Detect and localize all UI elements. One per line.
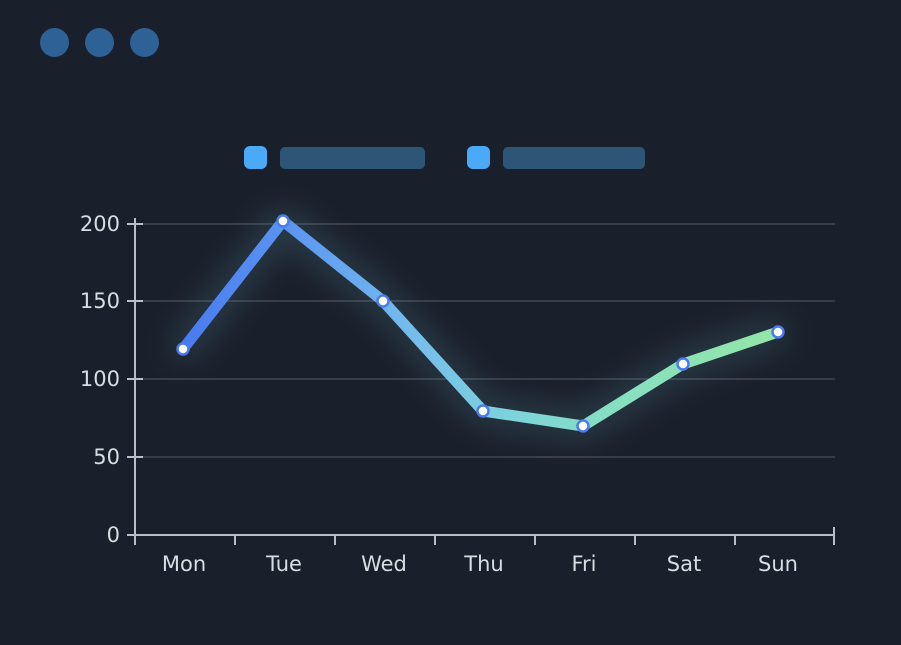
series-markers-1: [176, 214, 785, 433]
x-tick-label-wed: Wed: [361, 552, 407, 576]
x-tick-label-tue: Tue: [265, 552, 302, 576]
series-line-1: [177, 215, 784, 432]
y-tick-label-100: 100: [80, 367, 120, 391]
data-point-fri[interactable]: [576, 419, 590, 433]
chart-line-glow: [175, 213, 786, 434]
chart-gridlines: [135, 223, 835, 458]
indicator-dot-2: [85, 28, 114, 57]
y-tick-label-150: 150: [80, 289, 120, 313]
y-tick-label-0: 0: [107, 523, 120, 547]
x-tick-label-sun: Sun: [758, 552, 798, 576]
data-point-tue[interactable]: [276, 214, 290, 228]
indicator-dot-row: [40, 28, 159, 57]
legend-swatch-1: [244, 146, 267, 169]
x-tick-label-mon: Mon: [162, 552, 206, 576]
data-point-mon[interactable]: [176, 342, 190, 356]
y-tick-label-200: 200: [80, 212, 120, 236]
legend-label-placeholder-2: [503, 146, 645, 169]
x-tick-label-sat: Sat: [667, 552, 701, 576]
x-tick-label-fri: Fri: [571, 552, 596, 576]
indicator-dot-1: [40, 28, 69, 57]
data-point-sat[interactable]: [676, 357, 690, 371]
legend-swatch-2: [467, 146, 490, 169]
data-point-wed[interactable]: [376, 294, 390, 308]
legend-item-2[interactable]: [467, 146, 645, 169]
x-tick-label-thu: Thu: [463, 552, 503, 576]
legend-label-placeholder-1: [280, 146, 425, 169]
legend-item-1[interactable]: [244, 146, 425, 169]
chart-legend: [244, 146, 645, 169]
indicator-dot-3: [130, 28, 159, 57]
y-axis: 200 150 100 50 0: [80, 212, 143, 547]
data-point-thu[interactable]: [476, 404, 490, 418]
data-point-sun[interactable]: [771, 325, 785, 339]
y-tick-label-50: 50: [93, 445, 120, 469]
x-axis: Mon Tue Wed Thu Fri Sat Sun: [133, 527, 835, 576]
